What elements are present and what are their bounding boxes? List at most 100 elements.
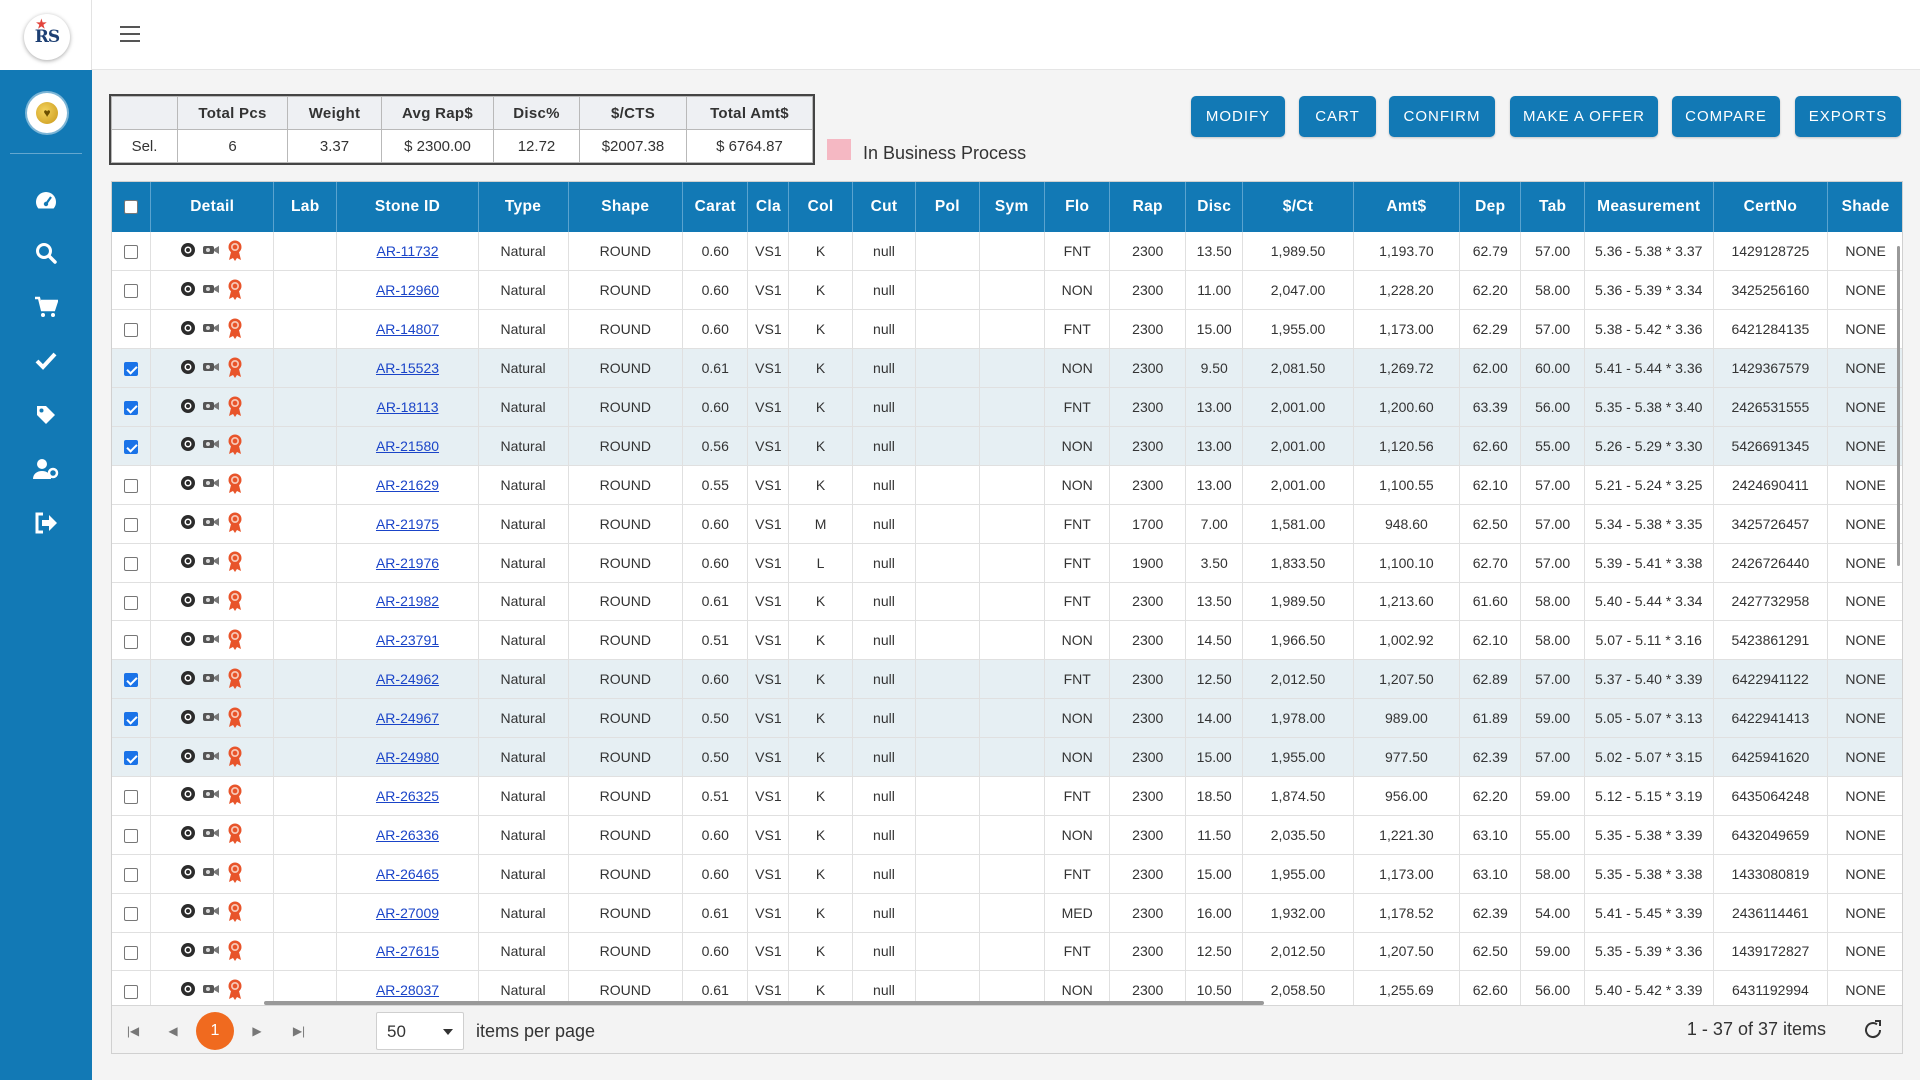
certificate-icon[interactable] bbox=[226, 939, 244, 964]
tag-icon[interactable] bbox=[31, 400, 61, 430]
row-checkbox[interactable] bbox=[124, 245, 139, 260]
row-select-cell[interactable] bbox=[112, 348, 152, 389]
row-select-cell[interactable] bbox=[112, 698, 152, 739]
row-select-cell[interactable] bbox=[112, 970, 152, 1011]
certificate-icon[interactable] bbox=[226, 978, 244, 1003]
camera-icon[interactable] bbox=[180, 825, 196, 844]
cell-stone-id[interactable]: AR-11732 bbox=[336, 232, 479, 272]
check-icon[interactable] bbox=[31, 346, 61, 376]
row-checkbox[interactable] bbox=[124, 517, 139, 532]
last-page-button[interactable]: ▶| bbox=[292, 1024, 306, 1038]
certificate-icon[interactable] bbox=[226, 861, 244, 886]
cell-stone-id[interactable]: AR-26336 bbox=[336, 815, 479, 855]
row-checkbox[interactable] bbox=[124, 867, 139, 882]
cell-stone-id[interactable]: AR-23791 bbox=[336, 620, 479, 661]
stone-id-link[interactable]: AR-21975 bbox=[375, 515, 440, 532]
cell-stone-id[interactable]: AR-21982 bbox=[336, 582, 479, 622]
camera-icon[interactable] bbox=[180, 514, 196, 533]
cart-button[interactable]: CART bbox=[1299, 96, 1376, 137]
logo[interactable]: ★ RS bbox=[24, 14, 70, 60]
row-select-cell[interactable] bbox=[112, 932, 152, 972]
row-checkbox[interactable] bbox=[124, 790, 139, 805]
row-select-cell[interactable] bbox=[112, 387, 152, 427]
cell-stone-id[interactable]: AR-24962 bbox=[336, 659, 479, 700]
make-offer-button[interactable]: MAKE A OFFER bbox=[1510, 96, 1658, 137]
prev-page-button[interactable]: ◀ bbox=[168, 1024, 178, 1038]
certificate-icon[interactable] bbox=[226, 822, 244, 847]
camera-icon[interactable] bbox=[180, 748, 196, 767]
refresh-icon[interactable] bbox=[1862, 1019, 1886, 1043]
video-icon[interactable] bbox=[202, 593, 220, 610]
column-header-col[interactable]: Col bbox=[788, 182, 853, 232]
stone-id-link[interactable]: AR-28037 bbox=[375, 982, 440, 999]
video-icon[interactable] bbox=[202, 476, 220, 493]
camera-icon[interactable] bbox=[180, 281, 196, 300]
video-icon[interactable] bbox=[202, 321, 220, 338]
cell-stone-id[interactable]: AR-14807 bbox=[336, 309, 479, 350]
certificate-icon[interactable] bbox=[226, 706, 244, 731]
cell-stone-id[interactable]: AR-21975 bbox=[336, 504, 479, 544]
row-checkbox[interactable] bbox=[124, 323, 139, 338]
row-checkbox[interactable] bbox=[124, 906, 139, 921]
row-select-cell[interactable] bbox=[112, 232, 152, 272]
page-1-button[interactable]: 1 bbox=[196, 1012, 234, 1050]
vertical-scrollbar[interactable] bbox=[1897, 246, 1900, 566]
select-all-checkbox[interactable] bbox=[124, 199, 139, 214]
row-checkbox[interactable] bbox=[124, 362, 139, 377]
certificate-icon[interactable] bbox=[226, 317, 244, 342]
row-select-cell[interactable] bbox=[112, 426, 152, 466]
column-header-stone-id[interactable]: Stone ID bbox=[336, 182, 479, 232]
stone-id-link[interactable]: AR-27615 bbox=[375, 943, 440, 960]
cell-stone-id[interactable]: AR-24967 bbox=[336, 698, 479, 739]
row-select-cell[interactable] bbox=[112, 543, 152, 583]
certificate-icon[interactable] bbox=[226, 667, 244, 692]
row-checkbox[interactable] bbox=[124, 634, 139, 649]
row-select-cell[interactable] bbox=[112, 504, 152, 544]
certificate-icon[interactable] bbox=[226, 783, 244, 808]
row-checkbox[interactable] bbox=[124, 828, 139, 843]
search-icon[interactable] bbox=[31, 238, 61, 268]
column-header-cla[interactable]: Cla bbox=[747, 182, 790, 232]
row-checkbox[interactable] bbox=[124, 401, 139, 416]
compare-button[interactable]: COMPARE bbox=[1672, 96, 1780, 137]
column-header-certno[interactable]: CertNo bbox=[1713, 182, 1829, 232]
camera-icon[interactable] bbox=[180, 320, 196, 339]
avatar[interactable]: ♥ bbox=[27, 93, 67, 133]
video-icon[interactable] bbox=[202, 787, 220, 804]
camera-icon[interactable] bbox=[180, 592, 196, 611]
certificate-icon[interactable] bbox=[226, 395, 244, 420]
row-select-cell[interactable] bbox=[112, 659, 152, 700]
stone-id-link[interactable]: AR-15523 bbox=[375, 360, 440, 377]
column-header-amt[interactable]: Amt$ bbox=[1353, 182, 1461, 232]
column-header-dep[interactable]: Dep bbox=[1459, 182, 1522, 232]
row-select-cell[interactable] bbox=[112, 582, 152, 622]
certificate-icon[interactable] bbox=[226, 433, 244, 458]
cell-stone-id[interactable]: AR-26465 bbox=[336, 854, 479, 894]
video-icon[interactable] bbox=[202, 865, 220, 882]
column-header-carat[interactable]: Carat bbox=[682, 182, 749, 232]
video-icon[interactable] bbox=[202, 826, 220, 843]
row-select-cell[interactable] bbox=[112, 620, 152, 661]
first-page-button[interactable]: |◀ bbox=[126, 1024, 140, 1038]
certificate-icon[interactable] bbox=[226, 472, 244, 497]
row-select-cell[interactable] bbox=[112, 854, 152, 894]
row-select-cell[interactable] bbox=[112, 270, 152, 311]
stone-id-link[interactable]: AR-26325 bbox=[375, 787, 440, 804]
column-header-sym[interactable]: Sym bbox=[979, 182, 1045, 232]
column-header-tab[interactable]: Tab bbox=[1520, 182, 1585, 232]
video-icon[interactable] bbox=[202, 554, 220, 571]
exports-button[interactable]: EXPORTS bbox=[1795, 96, 1901, 137]
modify-button[interactable]: MODIFY bbox=[1191, 96, 1285, 137]
cart-icon[interactable] bbox=[31, 292, 61, 322]
row-checkbox[interactable] bbox=[124, 984, 139, 999]
column-header-measurement[interactable]: Measurement bbox=[1584, 182, 1714, 232]
